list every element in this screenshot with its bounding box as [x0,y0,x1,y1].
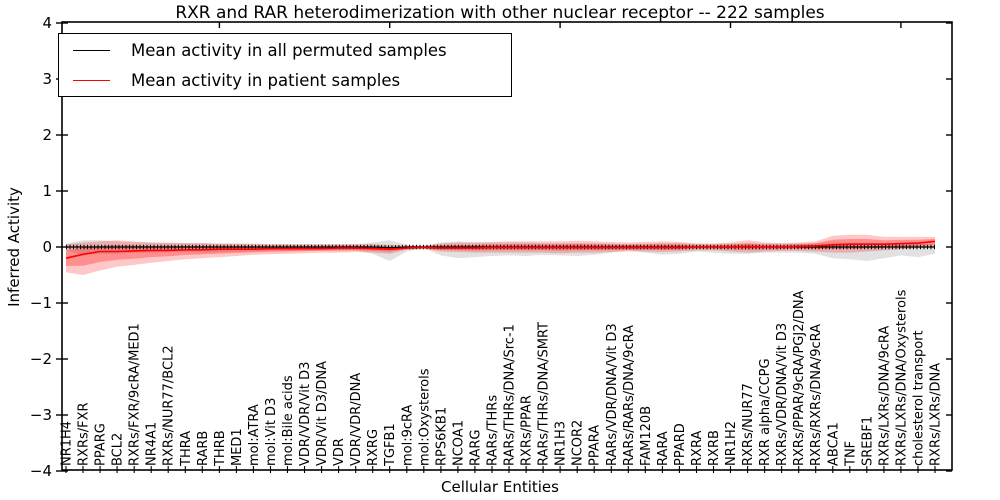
x-category-label: NR4A1 [145,422,160,466]
x-category-label: PPARD [673,423,688,466]
x-category-label: RXRs/RXRs/DNA/9cRA [809,324,824,466]
x-category-label: NR1H3 [554,421,569,466]
legend: Mean activity in all permuted samples Me… [58,33,512,97]
x-axis-label: Cellular Entities [441,478,559,496]
x-category-label: BCL2 [111,433,126,466]
y-tick-label: −3 [30,406,52,424]
y-tick-label: 3 [42,70,52,88]
y-tick-label: 1 [42,182,52,200]
x-category-label: RXRs/LXRs/DNA [929,363,944,466]
x-category-label: VDR/VDR/DNA [349,373,364,466]
x-category-label: RARs/VDR/DNA/Vit D3 [605,323,620,466]
x-category-label: RXRs/NUR77/BCL2 [162,345,177,466]
x-category-label: THRA [179,431,194,467]
x-category-label: RARs/THRs [486,395,501,466]
x-category-label: mol:Bile acids [281,375,296,466]
x-category-label: NCOR2 [571,420,586,466]
x-category-label: cholesterol transport [912,330,927,466]
y-tick-label: −1 [30,294,52,312]
x-category-label: TGFB1 [383,423,398,467]
y-tick-label: −2 [30,350,52,368]
x-category-label: SREBF1 [860,416,875,466]
x-category-label: PPARG [94,423,109,466]
x-category-label: RARs/THRs/DNA/SMRT [537,322,552,466]
x-category-label: RXRA [690,431,705,466]
x-category-label: RARs/THRs/DNA/Src-1 [503,324,518,466]
x-category-label: PPARA [588,425,603,466]
legend-item-patient: Mean activity in patient samples [59,67,511,93]
x-category-label: ABCA1 [826,422,841,466]
x-category-label: RARs/RARs/DNA/9cRA [622,325,637,466]
x-category-label: RXRs/FXR [77,402,92,466]
y-tick-label: 0 [42,238,52,256]
x-category-label: VDR [332,438,347,466]
x-category-label: RXRs/VDR/DNA/Vit D3 [775,323,790,466]
x-category-label: RXRs/FXR/9cRA/MED1 [128,323,143,466]
x-category-label: NR1H4 [60,421,75,466]
x-category-label: VDR/Vit D3/DNA [315,361,330,466]
y-axis-label: Inferred Activity [5,187,23,307]
legend-label-patient: Mean activity in patient samples [131,70,401,90]
x-category-label: RXRG [366,429,381,466]
x-category-label: RXRs/NUR77 [741,383,756,466]
x-category-label: NR1H2 [724,421,739,466]
x-category-label: RPS6KB1 [434,407,449,466]
x-category-label: RXRs/PPAR [520,395,535,466]
x-category-label: mol:9cRA [400,404,415,466]
x-category-label: RARG [468,429,483,466]
x-category-label: mol:ATRA [247,404,262,466]
legend-item-permuted: Mean activity in all permuted samples [59,37,511,63]
y-tick-label: 2 [42,126,52,144]
y-tick-label: 4 [42,14,52,32]
legend-label-permuted: Mean activity in all permuted samples [131,40,447,60]
x-category-label: RXRs/PPAR/9cRA/PGJ2/DNA [792,290,807,466]
axes-frame [61,21,953,471]
x-category-label: RXRB [707,430,722,466]
patient-line-swatch [73,79,110,81]
x-category-label: FAM120B [639,406,654,466]
x-category-label: RXRs/LXRs/DNA/Oxysterols [894,289,909,466]
x-category-label: NCOA1 [451,420,466,466]
x-category-label: mol:Oxysterols [417,368,432,466]
x-category-label: VDR/VDR/Vit D3 [298,362,313,466]
x-category-label: RARB [196,431,211,466]
x-category-label: TNF [843,441,858,467]
patient-mean-line [65,240,936,259]
permuted-line-swatch [73,49,110,51]
x-category-label: RXRs/LXRs/DNA/9cRA [877,326,892,466]
x-category-label: RXR alpha/CCPG [758,358,773,466]
x-category-label: THRB [213,430,228,467]
chart-title: RXR and RAR heterodimerization with othe… [175,3,825,23]
y-tick-label: −4 [30,462,52,480]
x-category-label: RARA [656,431,671,466]
x-category-label: mol:Vit D3 [264,398,279,466]
x-category-label: MED1 [230,428,245,466]
